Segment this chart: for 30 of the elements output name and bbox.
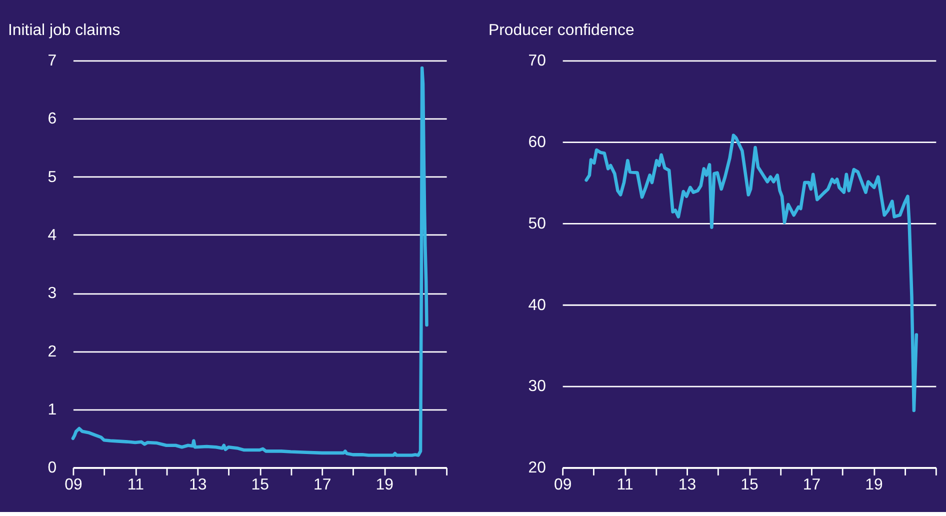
chart-title: Producer confidence (488, 22, 634, 40)
x-tick-label: 13 (678, 476, 696, 494)
y-tick-label: 6 (48, 110, 57, 128)
y-tick-label: 60 (528, 134, 546, 151)
y-tick-label: 30 (528, 378, 546, 396)
x-tick-label: 15 (251, 476, 270, 494)
y-tick-label: 2 (48, 343, 57, 360)
y-tick-label: 1 (48, 401, 57, 418)
x-tick-label: 09 (554, 476, 572, 494)
y-tick-label: 20 (528, 460, 546, 477)
y-tick-label: 0 (48, 460, 57, 477)
y-tick-label: 3 (48, 285, 57, 302)
y-tick-label: 50 (528, 215, 546, 232)
chart-title: Initial job claims (8, 22, 120, 40)
x-tick-label: 11 (127, 476, 144, 494)
y-tick-label: 5 (48, 168, 57, 186)
x-tick-label: 15 (740, 476, 758, 494)
x-tick-label: 09 (64, 476, 82, 494)
x-tick-label: 19 (376, 476, 394, 494)
y-tick-label: 7 (48, 52, 57, 70)
x-tick-label: 11 (616, 476, 634, 494)
x-tick-label: 17 (802, 476, 821, 494)
x-tick-label: 19 (865, 476, 883, 494)
x-tick-label: 17 (314, 476, 332, 494)
line-series (71, 66, 428, 457)
y-tick-label: 70 (528, 52, 546, 70)
y-tick-label: 40 (528, 296, 546, 314)
line-series (584, 134, 918, 412)
x-tick-label: 13 (189, 476, 207, 494)
y-tick-label: 4 (48, 227, 57, 244)
